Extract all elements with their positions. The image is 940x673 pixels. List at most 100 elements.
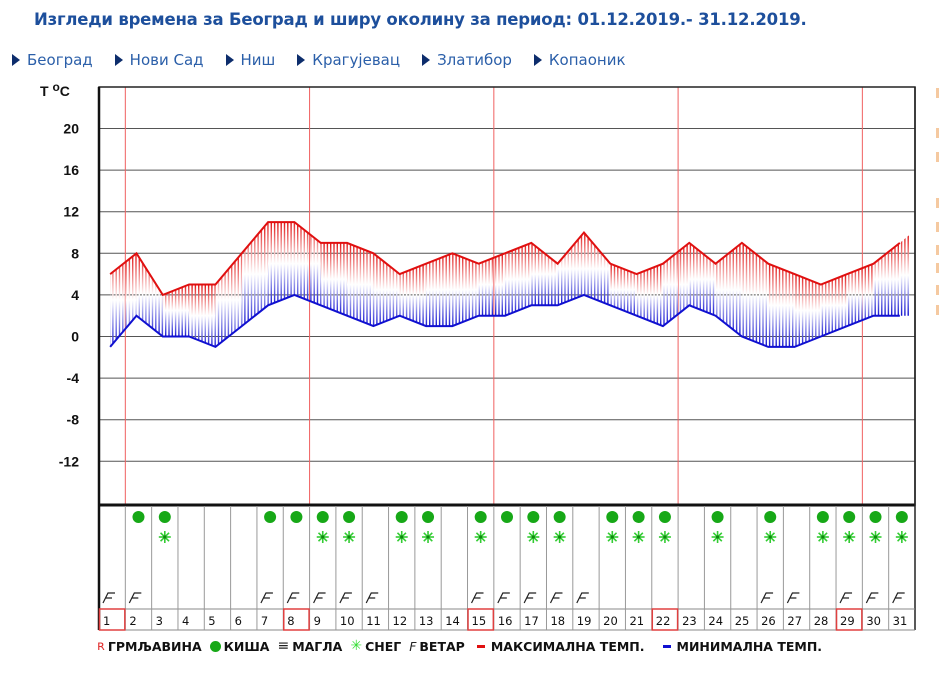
nav-link-kopaonik[interactable]: Копаоник: [533, 51, 626, 69]
rain-icon: [553, 511, 566, 523]
range-segment: [847, 263, 874, 327]
snow-icon: [553, 531, 566, 543]
day-cell: 14: [445, 614, 460, 628]
day-grid: 1 2 3 4 5 6 7 8 9 10 11 12 13 14 15 16 17 18 19 20 21 22 23 24 2…: [98, 506, 915, 631]
day-cell: 22: [651, 511, 679, 631]
day-cell: 6: [235, 614, 242, 628]
day-number: 10: [340, 614, 355, 628]
rain-icon: [711, 511, 724, 523]
day-number: 27: [787, 614, 802, 628]
temperature-lines: [109, 221, 901, 349]
snow-icon: [606, 531, 619, 543]
city-nav: Београд Нови Сад Ниш Крагујевац Златибор…: [12, 51, 648, 69]
day-number: 23: [682, 614, 697, 628]
snow-icon: [422, 531, 435, 543]
snow-icon: [632, 531, 645, 543]
rain-icon: [158, 511, 171, 523]
day-number: 28: [814, 614, 829, 628]
arrow-right-icon: [533, 54, 542, 66]
wind-icon: [865, 592, 879, 604]
nav-link-novi-sad[interactable]: Нови Сад: [114, 51, 204, 69]
rain-icon: [895, 511, 908, 523]
day-number: 29: [840, 614, 855, 628]
day-cell: 1: [98, 592, 126, 631]
day-cell: 19: [576, 592, 591, 628]
range-segment: [478, 253, 505, 316]
day-number: 20: [603, 614, 618, 628]
range-segment: [505, 242, 532, 316]
wind-icon: [365, 592, 379, 604]
chart-axes: [97, 86, 916, 630]
day-cell: 17: [523, 511, 540, 628]
wind-icon: [128, 592, 142, 604]
snow-icon: [474, 531, 487, 543]
fog-icon: ≡: [277, 638, 290, 654]
day-cell: 7: [260, 511, 277, 628]
nav-link-nis[interactable]: Ниш: [225, 51, 275, 69]
page-title: Изгледи времена за Београд и ширу околин…: [34, 10, 807, 29]
day-number: 7: [261, 614, 268, 628]
nav-link-label: Копаоник: [548, 51, 626, 69]
cutoff-text-fragment: [936, 198, 939, 208]
rain-icon: [290, 511, 303, 523]
range-segment: [636, 263, 663, 327]
day-number: 26: [761, 614, 776, 628]
day-cell: 20: [603, 511, 619, 628]
nav-link-beograd[interactable]: Београд: [12, 51, 93, 69]
day-cell: 8: [283, 511, 310, 631]
rain-icon: [843, 511, 856, 523]
range-segment: [873, 242, 900, 316]
day-cell: 29: [835, 511, 863, 631]
y-tick-label: 20: [63, 121, 79, 137]
cutoff-text-fragment: [936, 222, 939, 232]
sunday-highlight: [835, 608, 863, 631]
range-segment: [189, 284, 216, 347]
rain-icon: [316, 511, 329, 523]
legend-label: МАГЛА: [292, 638, 343, 654]
range-segment: [662, 242, 690, 327]
snow-icon: [764, 531, 777, 543]
day-cell: 9: [313, 511, 329, 628]
min-temp-line: [109, 293, 900, 349]
y-tick-label: 0: [71, 329, 79, 345]
rain-icon: [869, 511, 882, 523]
sunday-highlight: [467, 608, 495, 631]
cutoff-text-fragment: [936, 263, 939, 273]
nav-link-zlatibor[interactable]: Златибор: [422, 51, 512, 69]
legend-label: КИША: [223, 638, 270, 654]
nav-link-kragujevac[interactable]: Крагујевац: [297, 51, 400, 69]
range-segment: [715, 242, 742, 337]
legend-thunder: ʀ ГРМЉАВИНА: [97, 639, 202, 654]
legend-min-temp: МИНИМАЛНА ТЕМП.: [653, 638, 823, 654]
day-cell: 5: [208, 614, 215, 628]
legend-snow: ✳ СНЕГ: [350, 638, 401, 654]
wind-icon: [760, 592, 774, 604]
wind-icon: [892, 592, 905, 604]
legend-max-temp: МАКСИМАЛНА ТЕМП.: [473, 639, 645, 654]
range-segment: [241, 222, 269, 327]
sunday-highlight: [651, 608, 679, 631]
range-segment: [320, 242, 348, 316]
day-cell: 15: [467, 511, 495, 631]
range-segment: [162, 284, 190, 337]
day-number: 14: [445, 614, 460, 628]
y-axis-label: T oC: [40, 80, 70, 99]
arrow-right-icon: [225, 54, 234, 66]
day-cell: 28: [814, 511, 829, 628]
day-number: 18: [550, 614, 565, 628]
snow-icon: [816, 531, 829, 543]
nav-link-label: Нови Сад: [129, 51, 204, 69]
wind-icon: [576, 592, 589, 604]
day-number: 2: [129, 614, 136, 628]
legend-label: МИНИМАЛНА ТЕМП.: [676, 638, 823, 654]
range-segment: [399, 263, 427, 327]
legend-label: СНЕГ: [365, 638, 402, 654]
snow-icon: [843, 531, 856, 543]
temperature-range-area: [110, 222, 910, 347]
day-number: 6: [235, 614, 242, 628]
rain-icon: [264, 511, 277, 523]
day-number: 3: [156, 614, 163, 628]
y-tick-label: -8: [67, 412, 80, 428]
y-tick-label: 16: [63, 162, 79, 178]
